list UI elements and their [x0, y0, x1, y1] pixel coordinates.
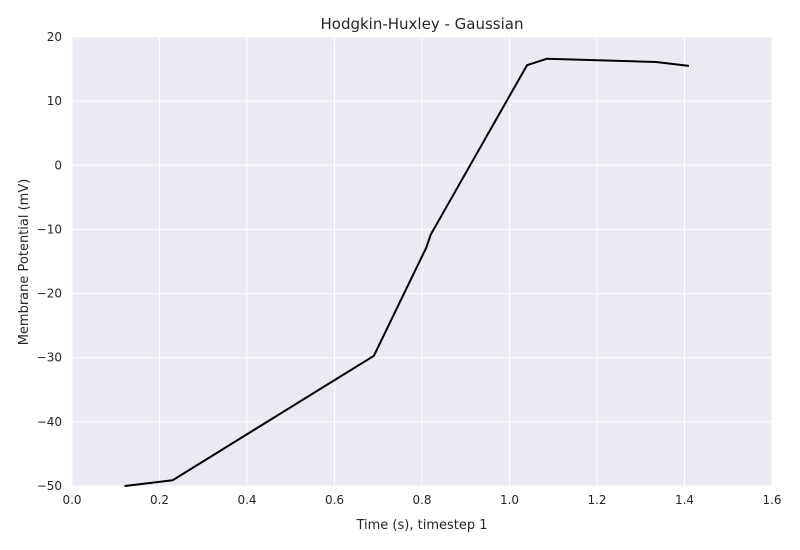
x-tick-label: 1.2 [587, 493, 606, 507]
y-tick-label: −20 [37, 287, 62, 301]
x-tick-label: 0.0 [62, 493, 81, 507]
chart-title: Hodgkin-Huxley - Gaussian [321, 15, 524, 33]
y-tick-label: −10 [37, 222, 62, 236]
x-tick-label: 0.2 [150, 493, 169, 507]
x-tick-label: 1.4 [675, 493, 694, 507]
series-layer [124, 57, 689, 487]
y-tick-label: 10 [47, 94, 62, 108]
y-tick-labels: −50 −40 −30 −20 −10 0 10 20 [37, 30, 62, 493]
y-tick-label: −40 [37, 415, 62, 429]
y-tick-label: −50 [37, 479, 62, 493]
x-tick-label: 1.6 [762, 493, 781, 507]
y-axis-label: Membrane Potential (mV) [17, 179, 32, 346]
x-tick-label: 0.4 [237, 493, 256, 507]
y-tick-label: −30 [37, 351, 62, 365]
y-tick-label: 20 [47, 30, 62, 44]
x-tick-label: 1.0 [500, 493, 519, 507]
grid-lines [71, 36, 773, 487]
x-tick-label: 0.6 [325, 493, 344, 507]
x-tick-label: 0.8 [412, 493, 431, 507]
x-axis-label: Time (s), timestep 1 [355, 518, 487, 533]
y-tick-label: 0 [54, 158, 62, 172]
x-tick-labels: 0.0 0.2 0.4 0.6 0.8 1.0 1.2 1.4 1.6 [62, 493, 781, 507]
series-line [124, 57, 689, 487]
